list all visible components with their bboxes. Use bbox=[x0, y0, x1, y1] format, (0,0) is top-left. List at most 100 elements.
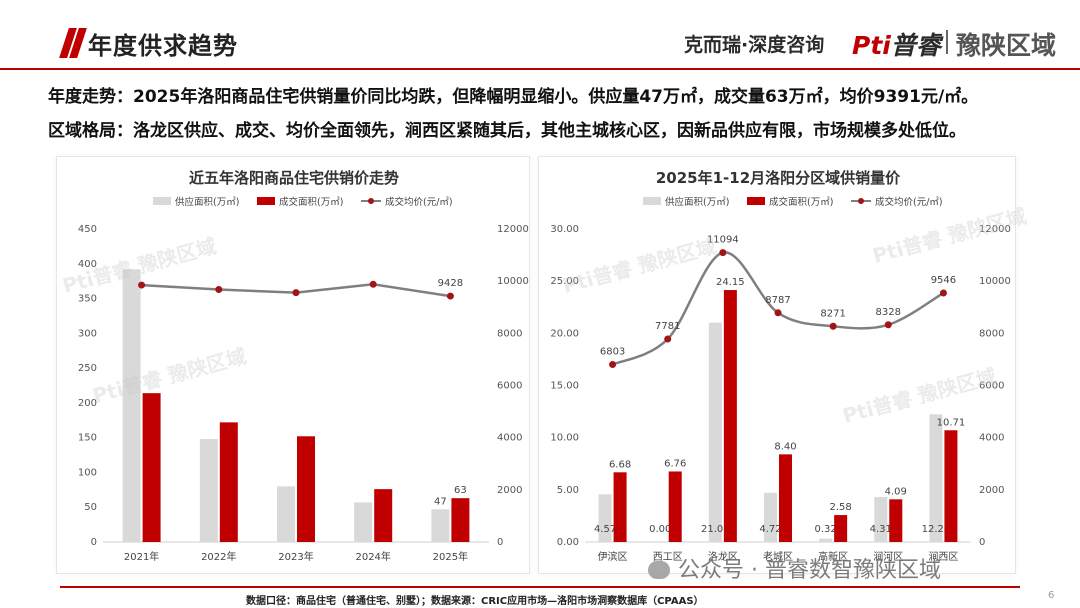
price-point bbox=[215, 286, 223, 294]
chart-title: 近五年洛阳商品住宅供销价走势 bbox=[189, 169, 399, 187]
deal-data-label: 24.15 bbox=[716, 277, 745, 288]
supply-data-label: 4.72 bbox=[759, 524, 781, 535]
chart-panel-district: 2025年1-12月洛阳分区域供销量价 供应面积(万㎡) 成交面积(万㎡) 成交均价(… bbox=[538, 156, 1016, 574]
deal-bar bbox=[142, 393, 161, 542]
supply-data-label: 0.00 bbox=[649, 524, 671, 535]
deal-data-label: 6.76 bbox=[664, 458, 686, 469]
chart-title: 2025年1-12月洛阳分区域供销量价 bbox=[656, 169, 901, 187]
price-point bbox=[609, 361, 617, 369]
deal-data-label: 2.58 bbox=[830, 502, 852, 513]
y-left-tick-label: 350 bbox=[78, 294, 97, 305]
x-tick-label: 2021年 bbox=[124, 550, 159, 563]
y-right-tick-label: 6000 bbox=[979, 381, 1004, 392]
legend-marker bbox=[858, 198, 864, 204]
page-title: 年度供求趋势 bbox=[88, 32, 238, 60]
price-point bbox=[829, 322, 837, 330]
legend-marker bbox=[368, 198, 374, 204]
y-right-tick-label: 8000 bbox=[979, 328, 1004, 339]
deal-bar bbox=[834, 515, 848, 542]
y-left-tick-label: 25.00 bbox=[550, 276, 579, 287]
footer-data-source: 数据口径：商品住宅（普通住宅、别墅）；数据来源：CRIC应用市场—洛阳市场洞察数… bbox=[246, 596, 704, 607]
price-data-label: 6803 bbox=[600, 347, 625, 358]
y-right-tick-label: 4000 bbox=[497, 433, 522, 444]
price-data-label: 9428 bbox=[438, 278, 463, 289]
y-right-tick-label: 8000 bbox=[497, 328, 522, 339]
price-point bbox=[446, 292, 454, 300]
y-left-tick-label: 100 bbox=[78, 467, 97, 478]
y-right-tick-label: 12000 bbox=[497, 224, 529, 235]
brand-logo-pti: Pti普睿 bbox=[852, 26, 941, 62]
y-left-tick-label: 0 bbox=[91, 537, 97, 548]
x-tick-label: 高新区 bbox=[818, 550, 848, 563]
legend-swatch bbox=[747, 197, 765, 205]
deal-bar bbox=[219, 422, 238, 542]
deal-bar bbox=[723, 290, 737, 542]
x-tick-label: 涧河区 bbox=[873, 550, 903, 563]
price-data-label: 8271 bbox=[820, 308, 845, 319]
x-tick-label: 2022年 bbox=[201, 550, 236, 563]
y-left-tick-label: 200 bbox=[78, 398, 97, 409]
y-left-tick-label: 0.00 bbox=[557, 537, 579, 548]
deal-data-label: 4.09 bbox=[885, 486, 907, 497]
legend-label: 成交面积(万㎡) bbox=[279, 196, 343, 208]
y-left-tick-label: 250 bbox=[78, 363, 97, 374]
supply-data-label: 21.03 bbox=[701, 524, 730, 535]
supply-data-label: 4.57 bbox=[594, 524, 616, 535]
y-left-tick-label: 5.00 bbox=[557, 485, 579, 496]
deal-bar bbox=[613, 472, 627, 542]
supply-data-label: 12.24 bbox=[922, 524, 951, 535]
deal-data-label: 10.71 bbox=[937, 417, 966, 428]
wechat-account-label: 公众号 · 普睿数智豫陕区域 bbox=[648, 552, 941, 584]
supply-bar bbox=[277, 486, 295, 542]
x-tick-label: 洛龙区 bbox=[708, 550, 738, 563]
y-left-tick-label: 20.00 bbox=[550, 328, 579, 339]
y-right-tick-label: 2000 bbox=[497, 485, 522, 496]
legend-label: 供应面积(万㎡) bbox=[175, 196, 239, 208]
price-point bbox=[719, 249, 727, 257]
supply-bar bbox=[122, 269, 141, 542]
supply-bar bbox=[764, 492, 777, 542]
deal-data-label: 6.68 bbox=[609, 459, 631, 470]
legend-swatch bbox=[643, 197, 661, 205]
price-point bbox=[369, 280, 377, 288]
y-left-tick-label: 50 bbox=[84, 502, 97, 513]
supply-data-label: 47 bbox=[434, 496, 447, 507]
legend-label: 成交面积(万㎡) bbox=[769, 196, 833, 208]
y-right-tick-label: 2000 bbox=[979, 485, 1004, 496]
supply-bar bbox=[819, 538, 833, 542]
price-data-label: 11094 bbox=[707, 235, 739, 246]
supply-bar bbox=[598, 494, 612, 542]
supply-bar bbox=[431, 509, 450, 542]
y-right-tick-label: 4000 bbox=[979, 433, 1004, 444]
supply-bar bbox=[874, 497, 888, 542]
price-point bbox=[664, 335, 672, 343]
x-tick-label: 老城区 bbox=[763, 550, 793, 563]
legend-swatch bbox=[257, 197, 275, 205]
x-tick-label: 2024年 bbox=[355, 550, 390, 563]
y-left-tick-label: 10.00 bbox=[550, 433, 579, 444]
footer-rule bbox=[60, 586, 1020, 588]
x-tick-label: 伊滨区 bbox=[598, 550, 628, 563]
summary-annual-trend: 年度走势：2025年洛阳商品住宅供销量价同比均跌，但降幅明显缩小。供应量47万㎡… bbox=[48, 87, 979, 107]
price-point bbox=[774, 309, 782, 317]
price-data-label: 8787 bbox=[765, 295, 790, 306]
brand-logo-pti-mark: Pti bbox=[852, 31, 891, 60]
wechat-account-text: 公众号 · 普睿数智豫陕区域 bbox=[678, 558, 941, 583]
y-right-tick-label: 10000 bbox=[979, 276, 1011, 287]
x-tick-label: 2025年 bbox=[433, 550, 468, 563]
deal-bar bbox=[779, 454, 792, 542]
price-data-label: 8328 bbox=[876, 307, 901, 318]
supply-bar bbox=[354, 502, 373, 542]
x-tick-label: 西工区 bbox=[653, 551, 683, 563]
price-point bbox=[292, 289, 300, 297]
deal-bar bbox=[297, 436, 315, 542]
price-point bbox=[884, 321, 892, 329]
deal-data-label: 8.40 bbox=[774, 441, 796, 452]
y-right-tick-label: 10000 bbox=[497, 276, 529, 287]
wechat-icon bbox=[648, 561, 670, 579]
legend-swatch bbox=[153, 197, 171, 205]
supply-bar bbox=[199, 439, 218, 542]
y-left-tick-label: 300 bbox=[78, 328, 97, 339]
